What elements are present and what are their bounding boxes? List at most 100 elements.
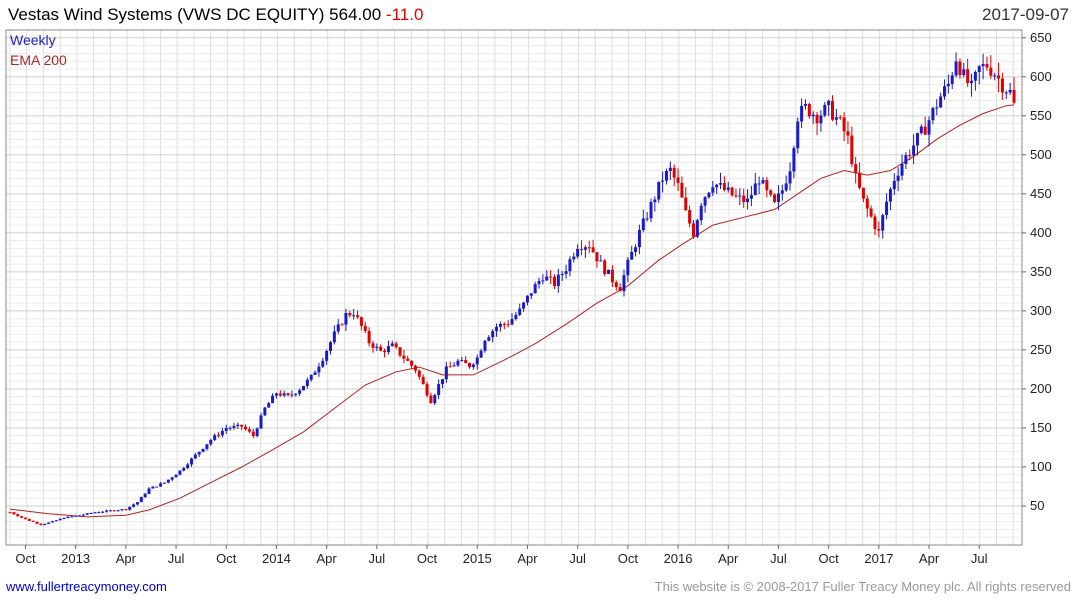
candle-body	[101, 511, 105, 513]
x-tick-label: Apr	[317, 551, 338, 566]
candle-body	[43, 523, 47, 525]
candle-body	[761, 179, 765, 184]
y-tick-label: 50	[1030, 498, 1044, 513]
candle-body	[398, 347, 402, 356]
legend-entry: EMA 200	[10, 52, 67, 68]
candle-body	[263, 407, 267, 416]
candle-body	[846, 131, 850, 136]
candle-body	[885, 201, 889, 216]
candle-body	[255, 428, 259, 436]
candle-body	[413, 365, 417, 371]
candle-body	[792, 148, 796, 172]
candle-body	[958, 61, 962, 75]
candle-body	[1012, 89, 1016, 103]
chart-date: 2017-09-07	[982, 5, 1069, 24]
candle-body	[448, 366, 452, 368]
copyright-notice: This website is © 2008-2017 Fuller Treac…	[654, 579, 1071, 594]
candle-body	[471, 364, 475, 368]
candle-body	[20, 516, 24, 518]
candle-body	[854, 164, 858, 173]
candle-body	[186, 464, 190, 469]
candle-body	[908, 155, 912, 157]
x-tick-label: 2013	[61, 551, 90, 566]
candle-body	[634, 247, 638, 252]
candle-body	[556, 274, 560, 287]
candle-body	[842, 117, 846, 132]
candle-body	[217, 435, 221, 437]
candle-body	[973, 71, 977, 81]
chart-title: Vestas Wind Systems (VWS DC EQUITY) 564.…	[8, 5, 423, 25]
candle-body	[576, 248, 580, 257]
candle-body	[622, 275, 626, 292]
y-tick-label: 550	[1030, 108, 1052, 123]
candle-body	[197, 451, 201, 455]
candle-body	[607, 269, 611, 274]
candle-body	[873, 216, 877, 230]
candle-body	[336, 324, 340, 332]
y-tick-label: 300	[1030, 303, 1052, 318]
candle-body	[641, 218, 645, 231]
candle-body	[220, 430, 224, 436]
candle-body	[321, 360, 325, 367]
candle-body	[649, 202, 653, 219]
candle-body	[850, 135, 854, 165]
candle-body	[363, 325, 367, 331]
candle-body	[811, 114, 815, 117]
candle-body	[35, 521, 39, 524]
candle-body	[935, 107, 939, 109]
candle-body	[997, 75, 1001, 79]
x-tick-label: 2014	[262, 551, 291, 566]
candle-body	[502, 323, 506, 325]
legend-entry: Weekly	[10, 32, 56, 48]
candle-body	[271, 395, 275, 404]
x-tick-label: Oct	[618, 551, 639, 566]
candle-body	[807, 103, 811, 117]
candle-body	[861, 187, 865, 199]
candle-body	[552, 276, 556, 287]
candle-body	[460, 360, 464, 362]
candle-body	[587, 247, 591, 249]
candle-body	[803, 103, 807, 106]
candle-body	[178, 470, 182, 475]
candle-body	[865, 198, 869, 209]
candle-body	[62, 518, 66, 520]
candle-body	[707, 192, 711, 198]
candle-body	[410, 360, 414, 366]
candle-body	[892, 180, 896, 190]
x-tick-label: Jul	[369, 551, 386, 566]
candle-body	[900, 163, 904, 176]
horizontal-gridlines	[6, 29, 1022, 538]
website-link[interactable]: www.fullertreacymoney.com	[6, 579, 167, 594]
candle-body	[904, 155, 908, 164]
candle-body	[498, 323, 502, 327]
candle-body	[703, 197, 707, 206]
candle-body	[301, 385, 305, 391]
candle-body	[815, 114, 819, 124]
candle-body	[722, 183, 726, 190]
candle-body	[742, 195, 746, 203]
candle-body	[753, 183, 757, 196]
candle-body	[680, 182, 684, 198]
x-tick-label: 2017	[864, 551, 893, 566]
price-change: -11.0	[385, 5, 424, 24]
candle-body	[93, 512, 97, 514]
candle-body	[533, 284, 537, 294]
candle-body	[583, 247, 587, 250]
candle-body	[746, 198, 750, 203]
candle-body	[514, 314, 518, 320]
candle-body	[858, 172, 862, 188]
candle-body	[788, 171, 792, 184]
candle-body	[325, 350, 329, 361]
candle-body	[305, 379, 309, 386]
candle-body	[54, 520, 58, 522]
y-tick-label: 250	[1030, 342, 1052, 357]
y-axis: 50 100 150 200 250 300 350 400 450 500 550 600 650	[1022, 30, 1052, 513]
x-tick-label: Jul	[971, 551, 988, 566]
candle-body	[773, 194, 777, 203]
candle-body	[661, 180, 665, 182]
x-tick-label: Oct	[417, 551, 438, 566]
candle-body	[259, 415, 263, 429]
candle-body	[313, 372, 317, 375]
candle-body	[564, 271, 568, 275]
candle-body	[831, 100, 835, 120]
